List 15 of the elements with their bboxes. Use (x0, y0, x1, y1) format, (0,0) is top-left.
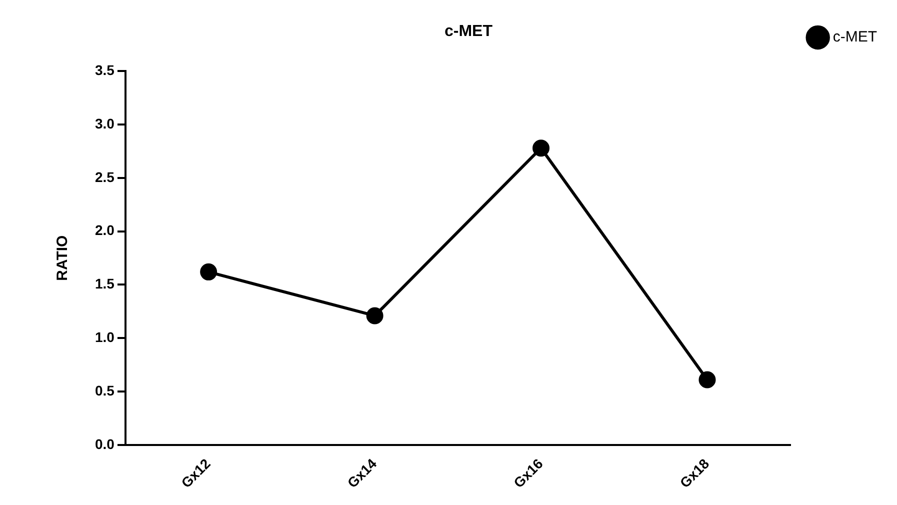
y-tick-label: 3.5 (94, 62, 115, 78)
point (200, 263, 218, 280)
point (532, 140, 550, 157)
y-tick-label: 1.5 (94, 276, 115, 292)
y-tick-label: 3.0 (94, 115, 115, 132)
y-axis-title: RATIO (54, 234, 72, 281)
y-tick-label: 2.0 (94, 222, 115, 238)
y-tick-label: 0.0 (94, 436, 115, 452)
y-tick-label: 2.5 (94, 168, 115, 185)
point (698, 371, 716, 388)
point (366, 307, 384, 324)
y-tick-label: 0.5 (94, 382, 115, 398)
chart-title: c-MET (444, 23, 493, 40)
y-tick-label: 1.0 (94, 328, 115, 345)
legend-label: c-MET (832, 28, 878, 46)
